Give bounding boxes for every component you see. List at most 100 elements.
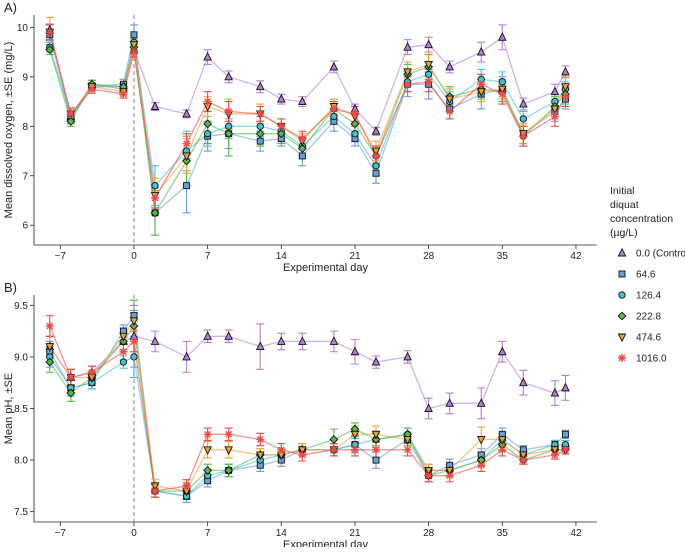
legend-item-label: 126.4 xyxy=(636,291,661,302)
panel-a-data-point xyxy=(87,85,96,94)
panel-a-data-point xyxy=(297,144,307,153)
panel-a-data-point xyxy=(225,122,233,130)
panel-a-x-tick-label: 42 xyxy=(570,251,582,262)
panel-a-data-point xyxy=(203,130,212,138)
panel-b-data-point xyxy=(66,388,76,398)
panel-a-data-point xyxy=(224,107,233,116)
panel-a-data-point xyxy=(424,61,433,70)
panel-b-data-point xyxy=(224,446,234,455)
panel-b-data-point xyxy=(350,346,360,356)
panel-a-data-point xyxy=(203,51,212,61)
panel-b-series-line xyxy=(49,325,566,492)
legend-item-label: 1016.0 xyxy=(636,354,667,365)
panel-b-data-point xyxy=(445,398,455,407)
legend-item: 1016.0 xyxy=(618,354,667,365)
panel-a-series-line xyxy=(49,34,566,215)
panel-a-data-point xyxy=(424,39,433,49)
panel-a-data-point xyxy=(445,107,454,116)
panel-b-data-point xyxy=(224,465,234,475)
panel-a-data-point xyxy=(519,115,527,123)
legend-items: 0.0 (Control) 64.6 126.4 222.8 474.6 1016.0 xyxy=(617,247,685,365)
panel-b-data-point xyxy=(66,373,75,382)
panel-a-x-tick-label: 0 xyxy=(131,251,137,262)
panel-b-series-line xyxy=(49,313,566,497)
legend-item-label: 64.6 xyxy=(636,270,656,281)
panel-a-data-point xyxy=(351,130,359,138)
panel-b-series-line xyxy=(49,335,566,410)
panel-a-data-point xyxy=(277,122,286,131)
panel-a-data-point xyxy=(45,45,55,55)
panel-b-data-point xyxy=(371,430,381,440)
panel-a-y-axis-label: Mean dissolved oxygen, ±SE (mg/L) xyxy=(3,42,15,219)
panel-b-data-point xyxy=(519,456,528,465)
panel-a-data-point xyxy=(403,41,412,51)
panel-a-data-point xyxy=(150,208,160,218)
panel-a-points xyxy=(45,24,570,218)
panel-a-x-tick-label: 7 xyxy=(205,251,211,262)
panel-b-data-point xyxy=(550,446,560,455)
panel-a-data-point xyxy=(224,129,234,139)
square-icon xyxy=(618,270,626,278)
panel-b-axes xyxy=(33,295,597,523)
panel-b-data-point xyxy=(519,377,528,387)
panel-b-data-point xyxy=(224,331,234,340)
legend-title-line-3: concentration xyxy=(610,213,673,225)
panel-b-data-point xyxy=(203,331,212,340)
panel-b-data-point xyxy=(445,466,455,476)
panel-b-x-axis-label: Experimental day xyxy=(283,539,368,547)
panel-a-data-point xyxy=(224,71,234,81)
panel-b-data-point xyxy=(403,436,412,445)
panel-a-data-point xyxy=(497,85,507,95)
panel-b-data-point xyxy=(276,336,286,345)
panel-b-data-point xyxy=(182,351,191,361)
panel-b-data-point xyxy=(129,337,138,346)
panel-b-data-point xyxy=(45,343,55,352)
panel-a-x-tick-label: 28 xyxy=(423,251,435,262)
panel-b-data-point xyxy=(561,382,570,392)
panel-b-data-point xyxy=(298,446,307,455)
panel-b: B) Mean pH, ±SE Experimental day −7 0 7 14 2… xyxy=(3,280,597,551)
panel-b-data-point xyxy=(445,471,454,480)
panel-b-x-tick-label: 28 xyxy=(423,528,435,539)
panel-a-data-point xyxy=(330,112,338,121)
panel-a-x-tick-label: −7 xyxy=(55,251,67,262)
legend-item-label: 474.6 xyxy=(636,333,661,344)
panel-a-data-point xyxy=(183,182,191,190)
panel-b-data-point xyxy=(329,336,339,345)
panel-b-lines xyxy=(49,313,566,497)
legend-item-label: 222.8 xyxy=(636,312,661,323)
panel-a-x-tick-label: 14 xyxy=(276,251,288,262)
panel-a-data-point xyxy=(129,48,138,57)
panel-b-data-point xyxy=(45,321,54,330)
panel-a-lines xyxy=(49,29,566,215)
panel-b-data-point xyxy=(519,451,528,461)
panel-b-data-point xyxy=(476,436,486,445)
panel-b-y-tick-label: 9.0 xyxy=(14,352,28,363)
panel-a-data-point xyxy=(561,83,570,92)
panel-b-data-point xyxy=(476,398,486,407)
panel-a-data-point xyxy=(203,97,212,106)
panel-b-series-line xyxy=(49,324,566,492)
panel-a-series-line xyxy=(49,47,566,215)
panel-b-x-tick-label: 0 xyxy=(131,528,137,539)
panel-a-data-point xyxy=(372,162,380,170)
panel-b-points xyxy=(45,312,570,500)
panel-b-data-point xyxy=(497,346,507,356)
panel-a-data-point xyxy=(445,61,455,71)
panel-a-data-point xyxy=(256,137,264,145)
panel-a-data-point xyxy=(477,80,486,89)
panel-a-error-bars xyxy=(45,16,570,236)
panel-a-data-point xyxy=(519,98,528,108)
panel-a-data-point xyxy=(403,68,412,78)
panel-a-data-point xyxy=(372,169,380,177)
triangle-up-icon xyxy=(617,247,627,257)
panel-a-y-tick-label: 9 xyxy=(22,72,28,83)
panel-a-label: A) xyxy=(4,0,17,15)
panel-a-data-point xyxy=(256,109,265,118)
panel-a-data-point xyxy=(561,66,570,76)
panel-a-x-tick-label: 35 xyxy=(497,251,509,262)
panel-a-data-point xyxy=(371,126,381,135)
panel-a-y-tick-label: 10 xyxy=(17,23,29,34)
panel-b-data-point xyxy=(119,347,128,356)
